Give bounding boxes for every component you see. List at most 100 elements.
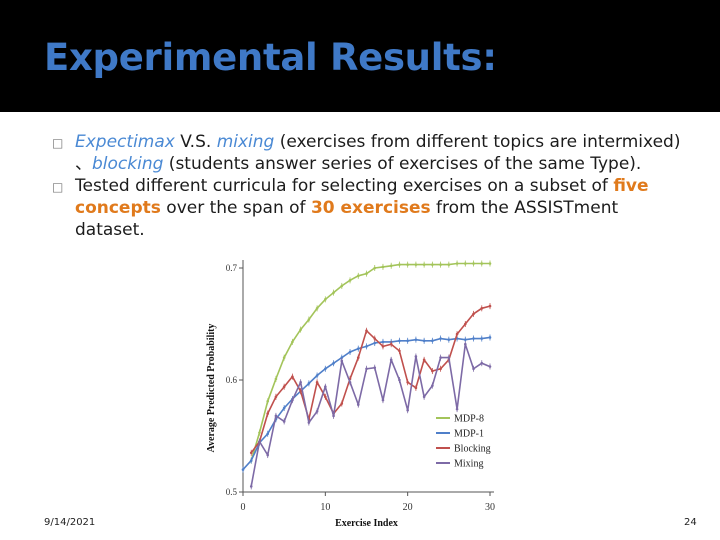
data-point xyxy=(241,468,245,471)
x-tick-label: 30 xyxy=(485,502,495,513)
data-point xyxy=(480,337,484,340)
data-point xyxy=(464,262,467,265)
bullet-text-part: Tested different curricula for selecting… xyxy=(75,176,614,196)
data-point xyxy=(398,339,401,343)
data-point xyxy=(472,312,475,316)
bullet-item: □ Tested different curricula for selecti… xyxy=(52,175,692,241)
data-point xyxy=(398,378,401,382)
data-point xyxy=(324,395,327,399)
data-point xyxy=(464,342,467,346)
data-point xyxy=(455,262,459,265)
bullet-text-part: V.S. xyxy=(174,132,217,152)
x-tick-label: 0 xyxy=(241,502,246,513)
data-point xyxy=(422,339,426,343)
data-point xyxy=(406,380,409,384)
data-point xyxy=(406,339,409,343)
data-point xyxy=(488,365,492,368)
data-point xyxy=(282,420,286,423)
data-point xyxy=(365,367,368,371)
data-point xyxy=(299,328,302,331)
data-point xyxy=(439,367,442,371)
bullet-text-part: blocking xyxy=(92,154,164,174)
data-point xyxy=(332,361,335,365)
slide-date: 9/14/2021 xyxy=(44,517,96,528)
data-point xyxy=(266,453,270,457)
series-line-mdp-1 xyxy=(242,336,491,471)
title-bar: Experimental Results: xyxy=(0,0,720,112)
data-point xyxy=(315,374,319,377)
data-point xyxy=(389,358,393,362)
data-point xyxy=(447,356,451,359)
data-point xyxy=(373,366,377,369)
data-point xyxy=(258,431,261,434)
data-point xyxy=(282,385,286,389)
data-point xyxy=(447,263,451,266)
data-point xyxy=(315,410,319,413)
series-line-blocking xyxy=(250,305,491,454)
data-point xyxy=(249,459,253,462)
y-tick-label: 0.6 xyxy=(226,375,238,385)
data-point xyxy=(373,341,377,345)
data-point xyxy=(282,406,286,410)
data-point xyxy=(488,336,492,339)
y-tick-label: 0.5 xyxy=(226,487,238,497)
bullet-text-part: from the ASSISTment dataset. xyxy=(75,198,619,240)
data-point xyxy=(472,262,475,265)
data-point xyxy=(356,274,360,278)
data-point xyxy=(373,266,377,270)
data-point xyxy=(381,340,385,344)
bullet-text-part: (exercises from different topics are int… xyxy=(75,132,681,174)
data-point xyxy=(455,332,459,336)
data-point xyxy=(249,451,253,455)
data-point xyxy=(365,329,368,333)
bullet-checkbox-icon: □ xyxy=(52,136,64,150)
data-point xyxy=(291,398,294,402)
data-point xyxy=(348,380,352,384)
data-point xyxy=(258,440,261,443)
data-point xyxy=(274,395,278,399)
data-point xyxy=(348,279,352,282)
data-point xyxy=(398,349,401,353)
data-point xyxy=(356,403,360,406)
data-point xyxy=(340,359,344,363)
data-point xyxy=(332,414,335,418)
data-point xyxy=(431,339,434,343)
legend-label: Blocking xyxy=(454,444,491,455)
bullet-text-part: 30 exercises xyxy=(310,198,431,218)
data-point xyxy=(439,337,442,340)
data-point xyxy=(324,298,327,301)
data-point xyxy=(422,358,426,362)
data-point xyxy=(439,263,442,266)
data-point xyxy=(381,265,385,269)
data-point xyxy=(266,432,270,436)
data-point xyxy=(431,369,434,373)
data-point xyxy=(356,356,360,359)
data-point xyxy=(414,263,418,266)
y-axis-label: Average Predicted Probability xyxy=(206,324,217,453)
data-point xyxy=(414,355,418,358)
bullet-item: □ Expectimax V.S. mixing (exercises from… xyxy=(52,131,692,175)
slide-title: Experimental Results: xyxy=(44,36,497,79)
data-point xyxy=(315,307,319,310)
data-point xyxy=(307,318,311,321)
data-point xyxy=(398,263,401,266)
data-point xyxy=(472,367,475,371)
data-point xyxy=(422,263,426,266)
data-point xyxy=(480,361,484,365)
data-point xyxy=(414,338,418,341)
data-point xyxy=(381,345,385,348)
data-point xyxy=(480,307,484,310)
bullet-text-part: over the span of xyxy=(160,198,311,218)
data-point xyxy=(431,384,434,387)
data-point xyxy=(324,367,327,371)
series-line-mixing xyxy=(250,343,491,487)
data-point xyxy=(406,408,409,412)
data-point xyxy=(373,337,377,340)
data-point xyxy=(274,414,278,418)
data-point xyxy=(365,345,368,348)
bullet-list: □ Expectimax V.S. mixing (exercises from… xyxy=(52,131,692,241)
data-point xyxy=(340,284,344,288)
data-point xyxy=(291,375,294,378)
data-point xyxy=(472,337,475,340)
legend-label: MDP-1 xyxy=(454,429,484,440)
